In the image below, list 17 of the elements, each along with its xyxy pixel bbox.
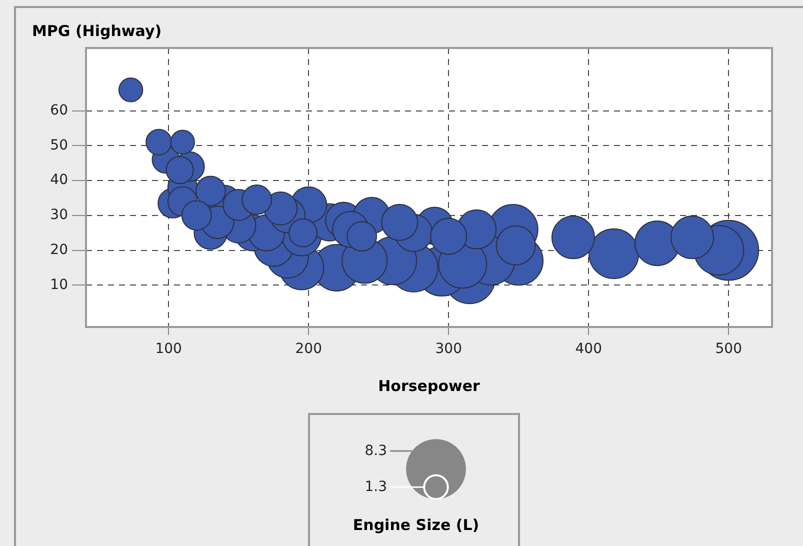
y-tick-label: 60	[50, 102, 68, 118]
x-axis-title: Horsepower	[378, 376, 481, 395]
legend-title: Engine Size (L)	[352, 516, 480, 534]
legend-label: 1.3	[364, 479, 387, 496]
size-legend: 8.3 1.3 Engine Size (L)	[308, 413, 520, 546]
x-tick-label: 500	[715, 341, 742, 358]
legend-label: 8.3	[364, 443, 387, 460]
y-tick-label: 20	[50, 242, 68, 258]
y-axis-title: MPG (Highway)	[32, 22, 162, 40]
x-tick-label: 200	[295, 341, 322, 358]
y-tick-label: 50	[50, 137, 68, 154]
y-tick-label: 40	[50, 172, 68, 188]
y-tick-label: 30	[50, 207, 68, 224]
x-tick-label: 100	[155, 341, 182, 358]
x-tick-label: 400	[575, 341, 602, 358]
y-tick-label: 10	[50, 276, 68, 293]
x-tick-label: 300	[435, 341, 462, 358]
